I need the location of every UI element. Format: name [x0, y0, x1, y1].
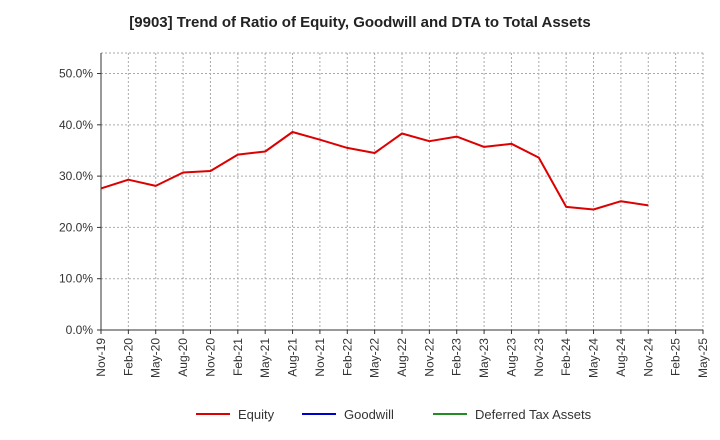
x-tick-label: Aug-21 — [286, 338, 300, 377]
y-tick-label: 50.0% — [59, 67, 93, 81]
legend-label-goodwill: Goodwill — [344, 407, 394, 422]
x-tick-label: Nov-22 — [422, 338, 436, 377]
x-tick-label: Feb-21 — [231, 338, 245, 376]
x-tick-label: Feb-24 — [559, 338, 573, 376]
series-lines — [100, 131, 649, 211]
x-tick-label: Feb-25 — [669, 338, 683, 376]
x-tick-label: May-20 — [149, 338, 163, 378]
series-line-equity — [100, 131, 649, 211]
axes: 0.0% 10.0% 20.0% 30.0% 40.0% 50.0% Nov-19 Feb-2… — [59, 53, 710, 378]
x-tick-label: Nov-23 — [532, 338, 546, 377]
x-tick-label: Feb-20 — [121, 338, 135, 376]
legend-label-deferred-tax-assets: Deferred Tax Assets — [475, 407, 592, 422]
x-tick-label: Nov-19 — [94, 338, 108, 377]
x-tick-label: Nov-24 — [641, 338, 655, 377]
legend: Equity Goodwill Deferred Tax Assets — [196, 407, 592, 422]
y-tick-label: 0.0% — [66, 323, 94, 337]
y-tick-label: 30.0% — [59, 169, 93, 183]
x-tick-label: Aug-22 — [395, 338, 409, 377]
grid-lines — [100, 52, 704, 330]
x-tick-label: May-24 — [587, 338, 601, 378]
x-tick-label: May-23 — [477, 338, 491, 378]
y-tick-label: 40.0% — [59, 118, 93, 132]
x-tick-label: Feb-23 — [450, 338, 464, 376]
x-tick-label: Feb-22 — [340, 338, 354, 376]
chart-title: [9903] Trend of Ratio of Equity, Goodwil… — [129, 14, 591, 31]
x-tick-label: May-22 — [368, 338, 382, 378]
x-tick-label: Aug-24 — [614, 338, 628, 377]
x-tick-label: Aug-20 — [176, 338, 190, 377]
x-tick-label: May-21 — [258, 338, 272, 378]
y-tick-label: 20.0% — [59, 220, 93, 234]
x-tick-label: Nov-20 — [203, 338, 217, 377]
y-tick-label: 10.0% — [59, 272, 93, 286]
x-tick-label: May-25 — [696, 338, 710, 378]
legend-label-equity: Equity — [238, 407, 275, 422]
x-tick-label: Nov-21 — [313, 338, 327, 377]
x-tick-label: Aug-23 — [504, 338, 518, 377]
